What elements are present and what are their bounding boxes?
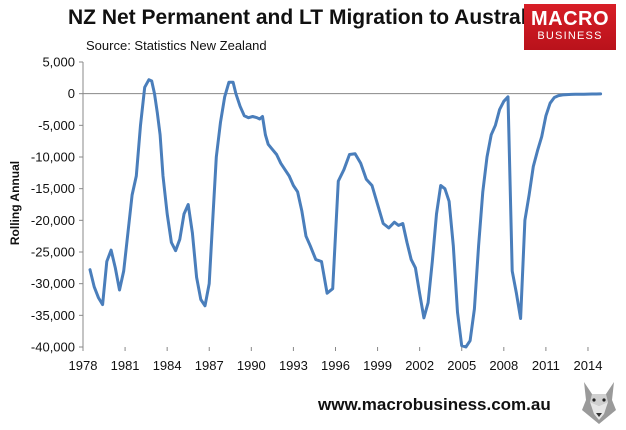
y-tick-label: 5,000 (42, 55, 75, 70)
x-tick-label: 1978 (69, 358, 98, 373)
x-tick-label: 2005 (447, 358, 476, 373)
x-tick-label: 1987 (195, 358, 224, 373)
chart-title: NZ Net Permanent and LT Migration to Aus… (68, 6, 545, 29)
y-tick-label: -40,000 (31, 340, 75, 355)
wolf-logo-icon (582, 382, 616, 424)
series-line-0 (88, 78, 603, 349)
y-tick-label: -5,000 (38, 118, 75, 133)
y-tick-label: -15,000 (31, 181, 75, 196)
logo-line1: MACRO (530, 8, 610, 30)
y-axis-label: Rolling Annual (8, 161, 22, 245)
footer-url[interactable]: www.macrobusiness.com.au (318, 395, 551, 414)
y-tick-label: -25,000 (31, 245, 75, 260)
x-tick-label: 1981 (111, 358, 140, 373)
y-axis-ticks: 5,000 0 -5,000 -10,000 -15,000 -20,000 -25,000… (31, 55, 83, 355)
x-tick-label: 1990 (237, 358, 266, 373)
x-tick-label: 1993 (279, 358, 308, 373)
chart-axes (82, 62, 602, 347)
y-tick-label: -30,000 (31, 276, 75, 291)
chart-series (88, 78, 603, 349)
macrobusiness-logo[interactable]: MACRO BUSINESS (524, 4, 616, 50)
logo-line2: BUSINESS (537, 30, 603, 42)
x-tick-label: 1999 (363, 358, 392, 373)
chart-subtitle: Source: Statistics New Zealand (86, 38, 267, 53)
y-tick-label: -20,000 (31, 213, 75, 228)
x-tick-label: 2002 (405, 358, 434, 373)
x-tick-label: 1984 (153, 358, 182, 373)
x-tick-label: 1996 (321, 358, 350, 373)
x-tick-label: 2014 (574, 358, 603, 373)
y-tick-label: -10,000 (31, 150, 75, 165)
x-tick-label: 2011 (532, 358, 560, 373)
x-tick-label: 2008 (489, 358, 518, 373)
y-tick-label: 0 (68, 86, 75, 101)
x-axis-ticks: 1978 1981 1984 1987 1990 1993 1996 1999 2002 2005… (69, 347, 603, 373)
y-tick-label: -35,000 (31, 308, 75, 323)
line-chart: 5,000 0 -5,000 -10,000 -15,000 -20,000 -25,000… (8, 55, 603, 374)
